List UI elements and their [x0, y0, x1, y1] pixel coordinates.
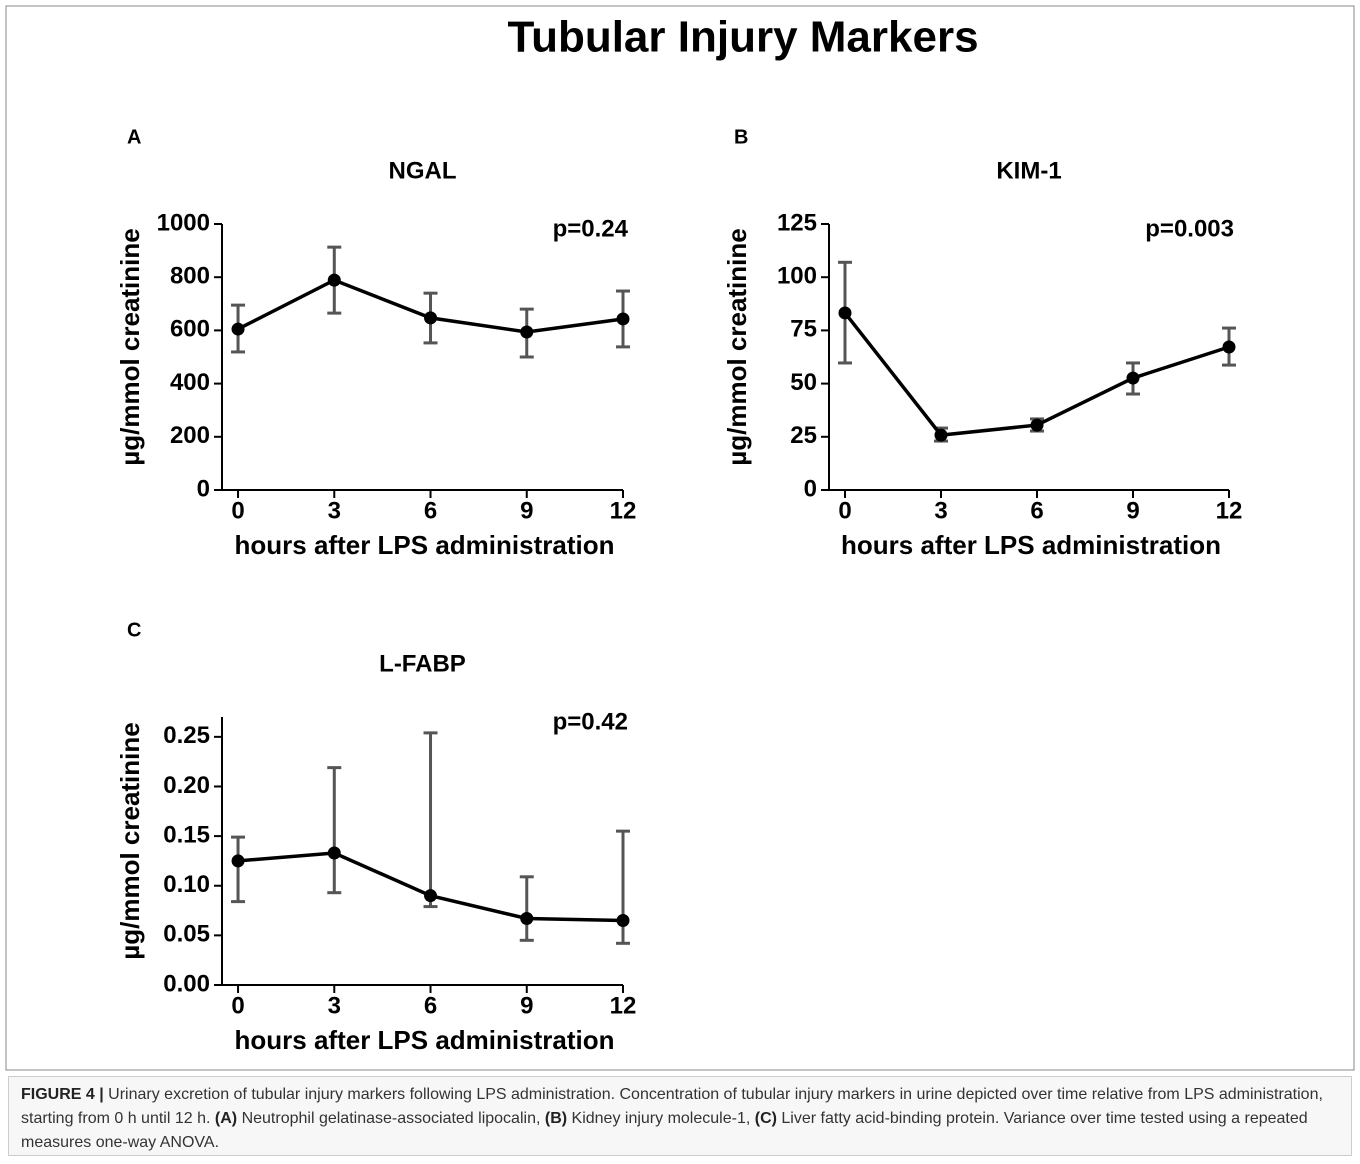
point — [327, 273, 341, 287]
point — [231, 854, 245, 868]
y-tick-label: 0.00 — [163, 970, 210, 997]
x-tick-label: 6 — [424, 497, 437, 524]
panel-letter: A — [127, 126, 141, 148]
x-tick-label: 0 — [838, 497, 851, 524]
y-tick-label: 50 — [790, 369, 817, 396]
point — [838, 306, 852, 320]
x-axis-label: hours after LPS administration — [235, 1025, 615, 1055]
y-axis-label: µg/mmol creatinine — [722, 228, 752, 465]
figure-title: Tubular Injury Markers — [507, 13, 978, 62]
y-axis-label: µg/mmol creatinine — [115, 228, 145, 465]
caption-key: (A) — [214, 1110, 238, 1127]
x-tick-label: 0 — [231, 497, 244, 524]
x-axis-label: hours after LPS administration — [235, 530, 615, 560]
caption-key: (C) — [754, 1110, 777, 1127]
caption-item: Neutrophil gelatinase-associated lipocal… — [241, 1110, 541, 1127]
point — [327, 846, 341, 860]
caption-key: (B) — [544, 1110, 568, 1127]
y-tick-label: 0.10 — [163, 871, 210, 898]
y-tick-label: 0.20 — [163, 772, 210, 799]
line — [843, 311, 1230, 437]
annotation: p=0.24 — [553, 215, 629, 242]
panel-title: NGAL — [389, 157, 457, 184]
y-axis-label: µg/mmol creatinine — [115, 722, 145, 959]
caption-text: Urinary excretion of tubular injury mark… — [21, 1086, 1323, 1127]
point — [934, 428, 948, 442]
y-tick-label: 100 — [777, 263, 817, 290]
point — [616, 913, 630, 927]
x-tick-label: 9 — [520, 992, 533, 1019]
point — [1222, 340, 1236, 354]
y-tick-label: 0.25 — [163, 722, 210, 749]
point — [1030, 418, 1044, 432]
panel-letter: B — [734, 126, 748, 148]
x-tick-label: 9 — [520, 497, 533, 524]
y-tick-label: 0 — [804, 475, 817, 502]
panel-title: KIM-1 — [996, 157, 1061, 184]
x-tick-label: 12 — [610, 497, 637, 524]
x-axis-label: hours after LPS administration — [841, 530, 1221, 560]
panel-title: L-FABP — [379, 650, 466, 677]
point — [231, 322, 245, 336]
x-tick-label: 6 — [424, 992, 437, 1019]
y-tick-label: 800 — [170, 263, 210, 290]
caption-item: Kidney injury molecule-1, — [571, 1110, 751, 1127]
caption-note: Variance over time tested using a repeat… — [21, 1110, 1308, 1151]
y-tick-label: 0.15 — [163, 821, 210, 848]
annotation: p=0.003 — [1145, 215, 1234, 242]
y-tick-label: 0.05 — [163, 921, 210, 948]
point — [520, 325, 534, 339]
point — [1126, 371, 1140, 385]
x-tick-label: 6 — [1030, 497, 1043, 524]
point — [520, 911, 534, 925]
caption-label: FIGURE 4 | — [21, 1086, 104, 1103]
x-tick-label: 3 — [328, 497, 341, 524]
annotation: p=0.42 — [553, 708, 628, 735]
frame — [5, 5, 1355, 1071]
x-tick-label: 3 — [934, 497, 947, 524]
panel-letter: C — [127, 619, 141, 641]
y-tick-label: 400 — [170, 369, 210, 396]
x-tick-label: 3 — [328, 992, 341, 1019]
point — [616, 312, 630, 326]
caption-item: Liver fatty acid-binding protein. — [781, 1110, 1000, 1127]
point — [424, 311, 438, 325]
x-tick-label: 0 — [231, 992, 244, 1019]
y-tick-label: 600 — [170, 316, 210, 343]
x-tick-label: 9 — [1126, 497, 1139, 524]
point — [424, 889, 438, 903]
y-tick-label: 0 — [197, 475, 210, 502]
chart: Tubular Injury Markers A NGAL p=0.24 0 200 40… — [5, 5, 1355, 1071]
y-tick-label: 25 — [790, 422, 817, 449]
caption: FIGURE 4 | Urinary excretion of tubular … — [8, 1076, 1352, 1156]
x-tick-label: 12 — [610, 992, 637, 1019]
y-tick-label: 75 — [790, 316, 817, 343]
x-tick-label: 12 — [1216, 497, 1243, 524]
y-tick-label: 125 — [777, 209, 817, 236]
y-tick-label: 1000 — [157, 209, 210, 236]
y-tick-label: 200 — [170, 422, 210, 449]
